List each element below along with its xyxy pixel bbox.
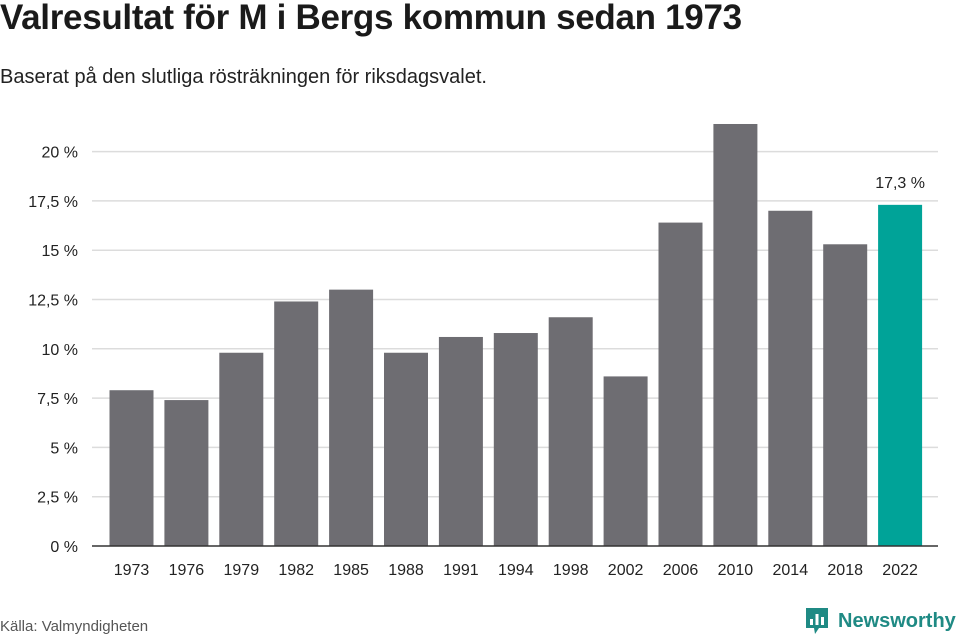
bar-1988	[384, 352, 428, 546]
x-tick-label: 1985	[333, 562, 369, 579]
bar-2010	[713, 123, 758, 546]
bar-1994	[493, 333, 538, 546]
y-tick-label: 10 %	[42, 342, 78, 359]
bar-1985	[329, 289, 374, 546]
bar-chart: 0 % 2,5 % 5 % 7,5 % 10 % 12,5 % 15 % 17,5 % 20 %…	[28, 123, 938, 579]
bar-2018	[823, 244, 868, 546]
x-tick-label: 2002	[608, 562, 644, 579]
x-tick-label: 1979	[224, 562, 260, 579]
x-tick-label: 1994	[498, 562, 534, 579]
bar-1976	[164, 400, 209, 546]
brand-name: Newsworthy	[838, 609, 956, 632]
bar-chart-logo-icon	[806, 608, 828, 634]
chart-subtitle: Baserat på den slutliga rösträkningen fö…	[0, 66, 487, 88]
y-tick-label: 5 %	[50, 440, 78, 457]
bar-1979	[219, 352, 264, 546]
y-tick-label: 15 %	[42, 243, 78, 260]
bar-2002	[603, 376, 648, 546]
bar-1973	[109, 390, 154, 546]
x-tick-label: 1976	[169, 562, 205, 579]
y-tick-label: 20 %	[42, 145, 78, 162]
y-tick-label: 12,5 %	[28, 293, 78, 310]
x-axis-ticks: 1973 1976 1979 1982 1985 1988 1991 1994 1998 2002…	[114, 562, 918, 579]
data-label-2022: 17,3 %	[875, 175, 925, 192]
y-tick-label: 7,5 %	[37, 391, 78, 408]
source-note: Källa: Valmyndigheten	[0, 618, 149, 635]
x-tick-label: 2010	[718, 562, 754, 579]
bar-1998	[548, 317, 593, 546]
chart-title: Valresultat för M i Bergs kommun sedan 1…	[0, 0, 742, 37]
y-tick-label: 17,5 %	[28, 194, 78, 211]
x-tick-label: 2022	[882, 562, 918, 579]
bar-1982	[274, 301, 319, 546]
bar-1991	[438, 336, 483, 546]
x-tick-label: 2014	[773, 562, 809, 579]
x-tick-label: 1973	[114, 562, 150, 579]
bar-2006	[658, 222, 703, 547]
x-tick-label: 2018	[827, 562, 863, 579]
x-tick-label: 1991	[443, 562, 479, 579]
bar-2014	[768, 210, 813, 546]
x-tick-label: 1982	[278, 562, 314, 579]
y-tick-label: 2,5 %	[37, 490, 78, 507]
brand-logo[interactable]: Newsworthy	[804, 606, 956, 636]
y-axis-ticks: 0 % 2,5 % 5 % 7,5 % 10 % 12,5 % 15 % 17,5 % 20 %	[28, 145, 78, 556]
data-labels: 17,3 %	[875, 175, 925, 192]
x-tick-label: 1998	[553, 562, 589, 579]
x-tick-label: 2006	[663, 562, 699, 579]
bars	[109, 123, 923, 547]
y-tick-label: 0 %	[50, 539, 78, 556]
x-tick-label: 1988	[388, 562, 424, 579]
bar-2022	[878, 204, 923, 546]
